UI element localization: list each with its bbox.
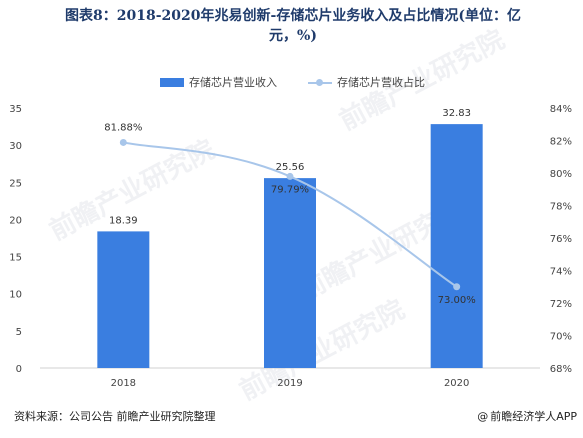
chart-title-line-1: 图表8：2018-2020年兆易创新-存储芯片业务收入及占比情况(单位：亿 <box>65 8 521 24</box>
bar-value-label: 25.56 <box>276 162 305 173</box>
share-point <box>119 138 127 146</box>
bar <box>430 124 483 369</box>
share-value-label: 81.88% <box>104 122 142 133</box>
share-point <box>453 283 461 291</box>
legend-item-bar: 存储芯片营业收入 <box>160 74 277 90</box>
share-value-label: 79.79% <box>271 184 309 195</box>
bar-value-label: 18.39 <box>109 215 138 226</box>
y-left-tick-label: 30 <box>9 141 22 152</box>
brand-credit: @ 前瞻经济学人APP <box>477 408 577 424</box>
legend: 存储芯片营业收入 存储芯片营收占比 <box>0 74 583 90</box>
y-right-tick-label: 70% <box>550 332 572 343</box>
y-left-tick-label: 15 <box>9 253 22 264</box>
y-right-tick-label: 80% <box>550 169 572 180</box>
x-tick-label: 2019 <box>277 378 302 389</box>
legend-bar-swatch <box>160 77 184 87</box>
y-left-tick-label: 0 <box>16 364 22 375</box>
y-right-tick-label: 68% <box>550 364 572 375</box>
legend-bar-label: 存储芯片营业收入 <box>189 76 277 89</box>
share-value-label: 73.00% <box>438 295 476 306</box>
x-tick-label: 2018 <box>111 378 136 389</box>
y-left-tick-label: 25 <box>9 178 22 189</box>
legend-item-line: 存储芯片营收占比 <box>308 74 425 90</box>
y-left-tick-label: 20 <box>9 215 22 226</box>
share-point <box>286 172 294 180</box>
chart-title: 图表8：2018-2020年兆易创新-存储芯片业务收入及占比情况(单位：亿 元，… <box>8 6 578 46</box>
y-right-tick-label: 84% <box>550 104 572 115</box>
legend-line-swatch <box>308 78 332 87</box>
brand-label: 前瞻经济学人APP <box>490 410 577 423</box>
source-note: 资料来源：公司公告 前瞻产业研究院整理 <box>14 410 216 423</box>
y-left-tick-label: 35 <box>9 104 22 115</box>
y-left-tick-label: 5 <box>16 327 22 338</box>
y-right-tick-label: 72% <box>550 299 572 310</box>
y-right-tick-label: 78% <box>550 202 572 213</box>
y-right-tick-label: 82% <box>550 137 572 148</box>
at-icon: @ <box>477 409 489 423</box>
chart-plot: 0 5 10 15 20 25 30 35 68% 70% 72% 74% 76% 78% 80% 82% 84… <box>9 104 572 389</box>
bar <box>264 178 316 368</box>
y-left-tick-label: 10 <box>9 290 22 301</box>
bar-value-label: 32.83 <box>442 108 471 119</box>
x-tick-label: 2020 <box>444 378 469 389</box>
legend-line-label: 存储芯片营收占比 <box>337 76 425 89</box>
y-right-tick-label: 74% <box>550 267 572 278</box>
bar <box>97 231 150 368</box>
chart-title-line-2: 元，%) <box>269 28 317 44</box>
y-right-tick-label: 76% <box>550 234 572 245</box>
